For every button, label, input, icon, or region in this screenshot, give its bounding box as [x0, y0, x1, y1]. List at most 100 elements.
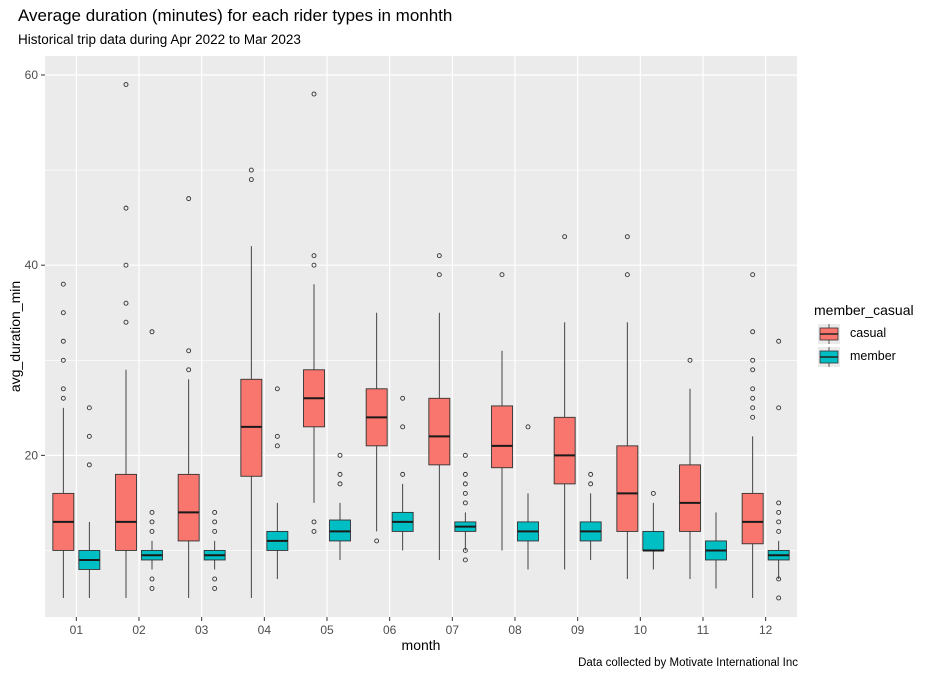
box-member-03 — [203, 509, 226, 591]
box-member-09 — [579, 471, 602, 560]
outlier-point — [123, 205, 129, 211]
outlier-point — [462, 547, 468, 553]
outlier-point — [274, 443, 280, 449]
box-casual-06 — [365, 312, 388, 544]
outlier-point — [750, 272, 756, 278]
outlier-point — [60, 338, 66, 344]
outlier-point — [60, 386, 66, 392]
outlier-point — [248, 177, 254, 183]
box-body — [616, 445, 639, 532]
outlier-point — [274, 433, 280, 439]
box-body — [741, 492, 764, 545]
outlier-point — [499, 272, 505, 278]
chart-subtitle: Historical trip data during Apr 2022 to … — [18, 32, 301, 47]
outlier-point — [687, 357, 693, 363]
x-tick-label: 06 — [383, 623, 397, 637]
box-member-10 — [642, 490, 665, 570]
outlier-point — [588, 481, 594, 487]
outlier-point — [462, 481, 468, 487]
box-member-01 — [78, 405, 101, 598]
outlier-point — [776, 500, 782, 506]
outlier-point — [311, 253, 317, 259]
outlier-point — [400, 471, 406, 477]
outlier-point — [776, 576, 782, 582]
outlier-point — [337, 471, 343, 477]
outlier-point — [123, 82, 129, 87]
outlier-point — [776, 405, 782, 411]
grid-minor — [45, 169, 797, 551]
box-body — [177, 473, 200, 542]
outlier-point — [123, 319, 129, 325]
box-casual-09 — [553, 234, 576, 570]
outlier-point — [186, 348, 192, 354]
outlier-point — [462, 490, 468, 496]
outlier-point — [212, 519, 218, 525]
x-axis-label: month — [402, 637, 441, 653]
outlier-point — [86, 462, 92, 468]
outlier-point — [776, 528, 782, 534]
x-tick-label: 02 — [132, 623, 146, 637]
grid-major — [45, 56, 797, 617]
outlier-point — [86, 405, 92, 411]
outlier-point — [123, 262, 129, 268]
outlier-point — [462, 452, 468, 458]
outlier-point — [149, 576, 155, 582]
outlier-point — [650, 490, 656, 496]
box-member-06 — [391, 395, 414, 551]
outlier-point — [624, 234, 630, 240]
outlier-point — [311, 528, 317, 534]
x-tick-label: 01 — [70, 623, 84, 637]
outlier-point — [436, 272, 442, 278]
legend-label-member: member — [850, 349, 896, 363]
outlier-point — [248, 167, 254, 173]
x-tick-label: 04 — [258, 623, 272, 637]
box-member-05 — [329, 452, 351, 560]
y-axis-label: avg_duration_min — [7, 281, 23, 392]
box-body — [642, 530, 665, 551]
outlier-point — [750, 357, 756, 363]
outlier-point — [400, 424, 406, 430]
box-casual-08 — [491, 272, 513, 551]
outlier-point — [588, 471, 594, 477]
outlier-point — [750, 405, 756, 411]
box-casual-03 — [177, 196, 200, 598]
outlier-point — [776, 509, 782, 515]
outlier-point — [776, 338, 782, 344]
y-tick-label: 40 — [25, 258, 39, 272]
outlier-point — [212, 509, 218, 515]
x-tick-label: 11 — [697, 623, 710, 637]
outlier-point — [149, 528, 155, 534]
box-member-11 — [705, 512, 727, 589]
boxes — [52, 82, 790, 601]
x-tick-label: 07 — [446, 623, 460, 637]
outlier-point — [123, 300, 129, 306]
box-casual-05 — [303, 91, 325, 534]
outlier-point — [562, 234, 568, 240]
y-tick-label: 20 — [25, 448, 39, 462]
outlier-point — [776, 595, 782, 601]
y-axis-ticks: 20 40 60 — [25, 68, 45, 462]
box-body — [115, 473, 137, 551]
outlier-point — [337, 452, 343, 458]
outlier-point — [750, 414, 756, 420]
outlier-point — [311, 91, 317, 97]
outlier-point — [60, 357, 66, 363]
outlier-point — [436, 253, 442, 259]
outlier-point — [311, 262, 317, 268]
outlier-point — [149, 519, 155, 525]
outlier-point — [374, 538, 380, 544]
outlier-point — [186, 367, 192, 373]
outlier-point — [212, 586, 218, 591]
box-casual-02 — [115, 82, 137, 598]
box-body — [491, 405, 513, 469]
legend-key-member — [818, 347, 840, 367]
legend-title: member_casual — [814, 302, 914, 318]
legend-label-casual: casual — [850, 326, 887, 340]
box-body — [428, 397, 451, 466]
box-member-12 — [767, 338, 790, 601]
outlier-point — [149, 509, 155, 515]
outlier-point — [525, 424, 531, 430]
outlier-point — [212, 576, 218, 582]
plot-panel — [45, 56, 797, 617]
outlier-point — [462, 471, 468, 477]
